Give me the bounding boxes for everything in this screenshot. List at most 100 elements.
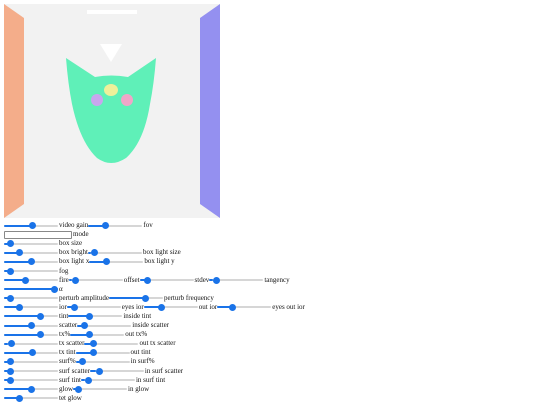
control-row: ior eyes ior out ior eyes out ior	[4, 303, 534, 312]
slider[interactable]	[4, 376, 58, 384]
slider-track	[77, 324, 132, 327]
slider[interactable]	[4, 322, 58, 330]
slider-thumb[interactable]	[16, 394, 24, 402]
slider-thumb[interactable]	[79, 358, 87, 366]
slider-thumb[interactable]	[89, 349, 97, 357]
slider[interactable]	[77, 322, 132, 330]
control-label: box light y	[144, 257, 175, 266]
slider[interactable]	[4, 385, 58, 393]
slider-thumb[interactable]	[81, 322, 89, 330]
slider-thumb[interactable]	[29, 349, 37, 357]
slider[interactable]	[87, 249, 142, 257]
slider[interactable]	[68, 312, 123, 320]
slider-thumb[interactable]	[22, 276, 30, 284]
dropdown[interactable]	[4, 230, 72, 239]
slider-thumb[interactable]	[7, 240, 15, 248]
slider-thumb[interactable]	[84, 376, 92, 384]
slider[interactable]	[88, 222, 143, 230]
slider-thumb[interactable]	[7, 376, 15, 384]
slider-fill	[4, 288, 58, 291]
slider-thumb[interactable]	[101, 222, 109, 230]
slider[interactable]	[4, 294, 58, 302]
control-label: fog	[59, 266, 69, 275]
slider[interactable]	[4, 358, 58, 366]
slider[interactable]	[4, 240, 58, 248]
slider-thumb[interactable]	[28, 322, 36, 330]
slider-thumb[interactable]	[85, 331, 93, 339]
slider-thumb[interactable]	[71, 303, 79, 311]
slider-thumb[interactable]	[103, 258, 111, 266]
control-label: out tint	[130, 348, 151, 357]
slider-thumb[interactable]	[28, 385, 36, 393]
slider[interactable]	[217, 303, 272, 311]
slider[interactable]	[68, 276, 123, 284]
slider-thumb[interactable]	[27, 258, 35, 266]
slider-fill	[73, 388, 76, 391]
slider-thumb[interactable]	[7, 294, 15, 302]
eye-right	[121, 94, 133, 106]
slider-thumb[interactable]	[7, 267, 15, 275]
slider-thumb[interactable]	[7, 367, 15, 375]
slider-thumb[interactable]	[75, 385, 83, 393]
slider-thumb[interactable]	[90, 340, 98, 348]
slider[interactable]	[4, 303, 58, 311]
slider[interactable]	[70, 331, 125, 339]
slider-thumb[interactable]	[212, 276, 220, 284]
control: box light y	[89, 257, 175, 266]
slider-track	[4, 270, 58, 273]
slider-thumb[interactable]	[95, 367, 103, 375]
slider[interactable]	[108, 294, 163, 302]
slider[interactable]	[4, 331, 58, 339]
slider[interactable]	[89, 258, 144, 266]
slider-thumb[interactable]	[144, 276, 152, 284]
slider-thumb[interactable]	[51, 285, 58, 293]
slider[interactable]	[143, 303, 198, 311]
slider[interactable]	[4, 222, 58, 230]
slider[interactable]	[73, 385, 127, 393]
slider-thumb[interactable]	[29, 222, 37, 230]
slider[interactable]	[4, 367, 58, 375]
slider[interactable]	[75, 358, 130, 366]
slider-fill	[80, 379, 86, 382]
control: surf%	[4, 358, 76, 366]
slider-thumb[interactable]	[141, 294, 149, 302]
control-row: tint inside tint	[4, 312, 534, 321]
slider[interactable]	[4, 258, 58, 266]
slider-thumb[interactable]	[16, 303, 24, 311]
slider[interactable]	[4, 276, 58, 284]
slider[interactable]	[4, 249, 58, 257]
slider-thumb[interactable]	[228, 303, 236, 311]
slider[interactable]	[80, 376, 135, 384]
slider[interactable]	[84, 340, 139, 348]
slider[interactable]	[209, 276, 264, 284]
slider[interactable]	[4, 312, 58, 320]
slider-thumb[interactable]	[16, 249, 24, 257]
slider-fill	[68, 279, 73, 282]
slider[interactable]	[4, 349, 58, 357]
control-label: glow	[59, 384, 73, 393]
slider[interactable]	[4, 394, 58, 402]
control-label: surf scatter	[59, 366, 90, 375]
slider-thumb[interactable]	[72, 276, 79, 284]
slider[interactable]	[66, 303, 121, 311]
slider[interactable]	[4, 267, 58, 275]
slider-thumb[interactable]	[36, 331, 44, 339]
slider-fill	[4, 342, 9, 345]
slider[interactable]	[4, 285, 58, 293]
slider-thumb[interactable]	[36, 312, 44, 320]
slider-track	[87, 251, 142, 254]
control: fog	[4, 266, 69, 275]
slider[interactable]	[75, 349, 130, 357]
slider-track	[88, 224, 143, 227]
slider-thumb[interactable]	[7, 340, 15, 348]
slider-thumb[interactable]	[157, 303, 165, 311]
slider[interactable]	[4, 340, 58, 348]
slider[interactable]	[139, 276, 194, 284]
slider-thumb[interactable]	[85, 312, 93, 320]
pointer	[100, 44, 122, 62]
slider-thumb[interactable]	[90, 249, 98, 257]
slider-thumb[interactable]	[7, 358, 15, 366]
control: eyes ior	[66, 303, 144, 311]
slider-fill	[4, 379, 8, 382]
slider[interactable]	[89, 367, 144, 375]
